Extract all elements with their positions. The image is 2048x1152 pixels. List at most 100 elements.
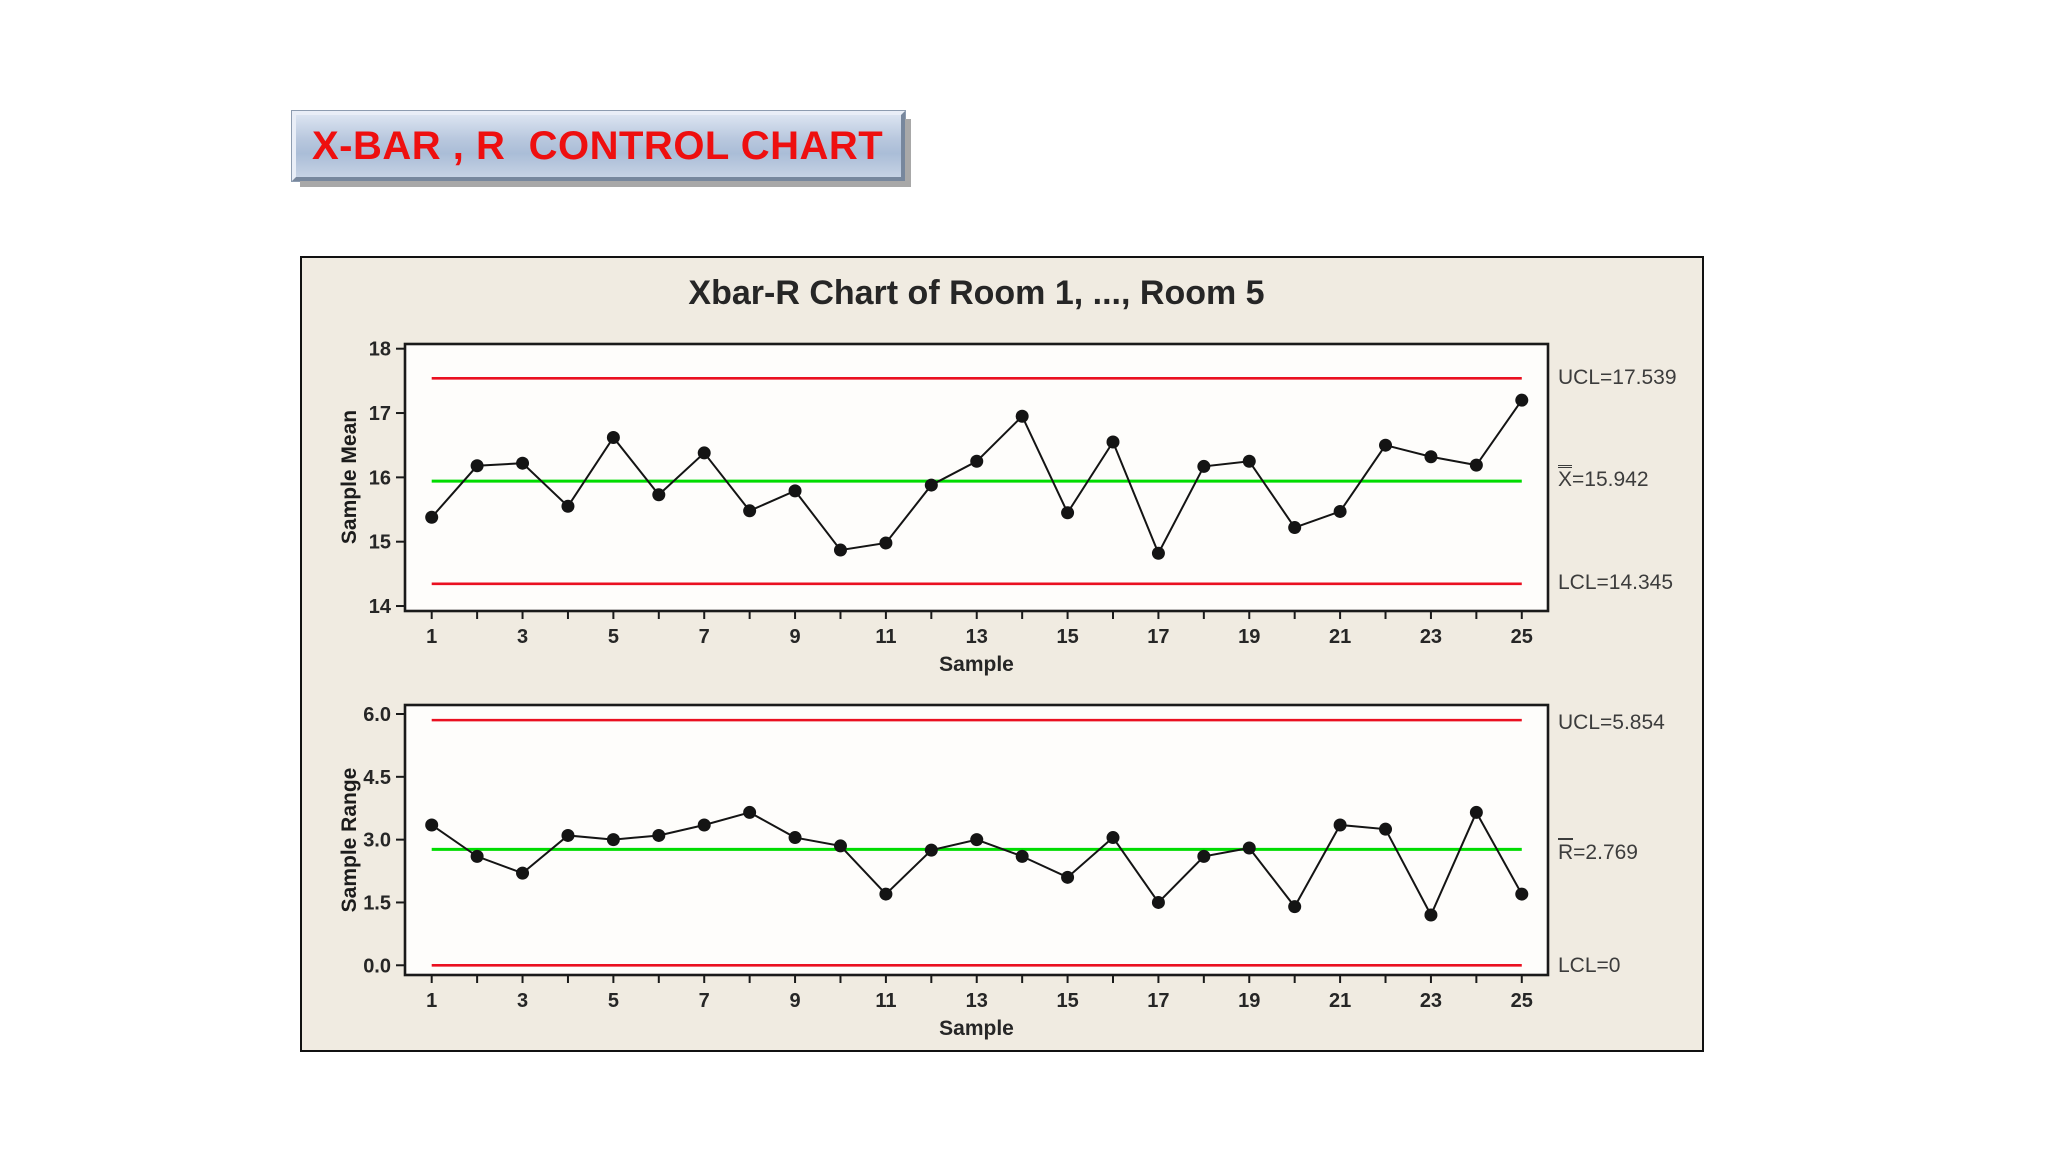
r-chart-point — [516, 866, 530, 880]
xbar-chart-point — [970, 454, 984, 468]
r-chart-point — [1469, 805, 1483, 819]
xbar-chart-plot-area — [403, 342, 1550, 613]
x-tick-label: 19 — [1238, 990, 1260, 1012]
xbar-chart-point — [1242, 454, 1256, 468]
x-tick-label: 3 — [517, 626, 528, 648]
xbar-chart-point — [1197, 459, 1211, 473]
x-tick-label: 9 — [789, 626, 800, 648]
r-chart-point — [1151, 895, 1165, 909]
xbar-chart-point — [1288, 521, 1302, 535]
y-tick-label: 17 — [369, 403, 391, 425]
r-chart-point — [425, 818, 439, 832]
r-chart-point — [561, 828, 575, 842]
y-tick-label: 18 — [369, 339, 391, 361]
xbar-ucl-label: UCL=17.539 — [1558, 366, 1677, 389]
r-chart-point — [788, 831, 802, 845]
xbar-chart-point — [1424, 450, 1438, 464]
r-chart-point — [1061, 870, 1075, 884]
x-tick-label: 25 — [1511, 990, 1533, 1012]
r-chart-point — [970, 833, 984, 847]
r-chart-point — [924, 843, 938, 857]
r-chart-point — [1288, 900, 1302, 914]
xbar-chart-x-axis-label: Sample — [939, 653, 1014, 676]
x-tick-label: 17 — [1147, 990, 1169, 1012]
x-tick-label: 7 — [699, 626, 710, 648]
r-lcl-label: LCL=0 — [1558, 954, 1621, 977]
r-chart-point — [1106, 831, 1120, 845]
x-tick-label: 15 — [1056, 626, 1078, 648]
y-tick-label: 16 — [369, 467, 391, 489]
x-tick-label: 23 — [1420, 990, 1442, 1012]
x-tick-label: 5 — [608, 990, 619, 1012]
r-chart-point — [1197, 849, 1211, 863]
y-tick-label: 3.0 — [363, 830, 391, 852]
r-chart-point — [1333, 818, 1347, 832]
xbar-chart-point — [833, 543, 847, 557]
title-banner: X-BAR , R CONTROL CHART — [292, 111, 905, 181]
xbar-chart-point — [1515, 393, 1529, 407]
x-tick-label: 1 — [426, 990, 437, 1012]
x-tick-label: 11 — [875, 626, 896, 648]
xbar-chart-point — [425, 510, 439, 524]
x-tick-label: 13 — [966, 626, 988, 648]
y-tick-label: 14 — [369, 596, 392, 618]
r-chart-point — [606, 833, 620, 847]
xbar-chart-point — [1379, 438, 1393, 452]
x-tick-label: 21 — [1329, 990, 1351, 1012]
xbar-chart-point — [788, 484, 802, 498]
r-chart-point — [1379, 822, 1393, 836]
x-tick-label: 21 — [1329, 626, 1351, 648]
xbar-chart-point — [879, 536, 893, 550]
xbar-chart-point — [1106, 435, 1120, 449]
r-chart-group: 1 3 5 7 9 11 13 15 17 19 21 23 25Sample6.04.53.01.50… — [363, 703, 1550, 1040]
xbar-lcl-label: LCL=14.345 — [1558, 571, 1674, 594]
x-tick-label: 15 — [1056, 990, 1078, 1012]
xbar-chart-point — [1151, 546, 1165, 560]
x-tick-label: 17 — [1147, 626, 1169, 648]
xbar-chart-point — [561, 499, 575, 513]
y-tick-label: 4.5 — [363, 767, 391, 789]
xbar-chart-point — [516, 456, 530, 470]
r-chart-point — [879, 887, 893, 901]
r-chart-point — [1242, 841, 1256, 855]
r-chart-point — [833, 839, 847, 853]
y-tick-label: 6.0 — [363, 704, 391, 726]
xbar-chart-point — [606, 430, 620, 444]
x-tick-label: 19 — [1238, 626, 1260, 648]
xbar-chart-point — [1015, 409, 1029, 423]
y-tick-label: 1.5 — [363, 892, 391, 914]
x-tick-label: 5 — [608, 626, 619, 648]
xbar-chart-point — [697, 446, 711, 460]
r-chart-point — [1424, 908, 1438, 922]
x-tick-label: 11 — [875, 990, 896, 1012]
xbar-chart-point — [1061, 506, 1075, 520]
y-tick-label: 0.0 — [363, 955, 391, 977]
x-tick-label: 1 — [426, 626, 437, 648]
x-tick-label: 13 — [966, 990, 988, 1012]
x-tick-label: 3 — [517, 990, 528, 1012]
r-chart-point — [743, 805, 757, 819]
r-chart-x-axis-label: Sample — [939, 1017, 1014, 1040]
r-center-label: R=2.769 — [1558, 838, 1638, 866]
xbar-chart-point — [743, 504, 757, 518]
x-tick-label: 7 — [699, 990, 710, 1012]
x-tick-label: 25 — [1511, 626, 1533, 648]
r-chart-point — [697, 818, 711, 832]
r-chart-point — [470, 849, 484, 863]
r-chart-point — [1515, 887, 1529, 901]
xbar-center-label: X=15.942 — [1558, 465, 1649, 493]
xbar-chart-point — [470, 459, 484, 473]
xbar-chart-point — [652, 488, 666, 502]
x-tick-label: 9 — [789, 990, 800, 1012]
y-tick-label: 15 — [369, 532, 391, 554]
xbar-r-figure: Xbar-R Chart of Room 1, ..., Room 5 Samp… — [300, 256, 1704, 1052]
x-tick-label: 23 — [1420, 626, 1442, 648]
xbar-chart-point — [924, 478, 938, 492]
r-chart-point — [652, 828, 666, 842]
chart-title: Xbar-R Chart of Room 1, ..., Room 5 — [688, 274, 1265, 312]
xbar-chart-point — [1333, 504, 1347, 518]
xbar-chart-point — [1469, 458, 1483, 472]
